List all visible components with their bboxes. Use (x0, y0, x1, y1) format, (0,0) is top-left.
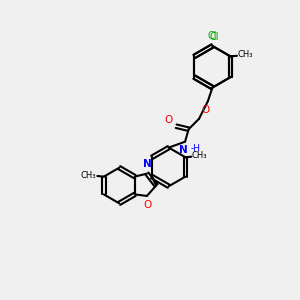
Text: CH₃: CH₃ (238, 50, 254, 59)
Text: -H: -H (190, 144, 200, 153)
Text: Cl: Cl (208, 31, 217, 40)
Text: CH₃: CH₃ (81, 171, 96, 180)
Text: O: O (202, 104, 210, 115)
Text: N: N (142, 159, 151, 169)
Text: O: O (164, 115, 172, 125)
Text: Cl: Cl (209, 32, 219, 41)
Text: CH₃: CH₃ (192, 151, 208, 160)
Text: O: O (143, 200, 152, 210)
Text: N: N (179, 145, 188, 155)
